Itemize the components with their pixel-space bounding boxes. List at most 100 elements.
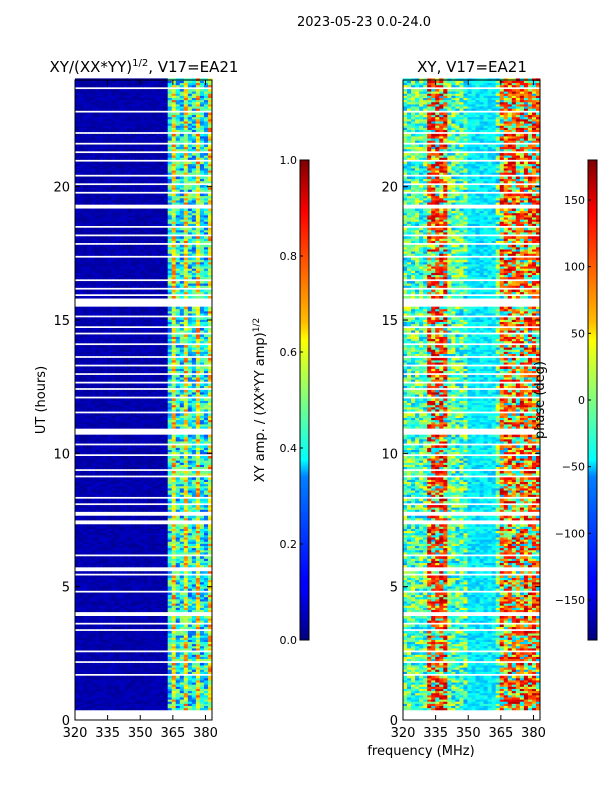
panel1-cell: [148, 471, 152, 474]
panel1-cell: [168, 593, 172, 596]
panel1-cell: [131, 435, 135, 438]
panel1-cell: [99, 524, 103, 527]
panel1-cell: [91, 435, 95, 438]
panel1-cell: [196, 366, 200, 369]
panel1-cell: [87, 375, 91, 378]
panel1-cell: [200, 383, 204, 386]
panel1-cell: [160, 383, 164, 386]
panel1-cell: [131, 631, 135, 634]
panel1-cell: [152, 366, 156, 369]
panel1-cell: [172, 499, 176, 502]
panel1-cell: [152, 575, 156, 578]
panel1-cell: [152, 435, 156, 438]
panel1-cell: [115, 571, 119, 574]
panel1-cell: [192, 556, 196, 559]
panel1-cell: [184, 556, 188, 559]
panel1-cell: [75, 571, 79, 574]
panel1-cell: [204, 398, 208, 401]
panel1-cell: [75, 328, 79, 331]
panel1-cell: [164, 663, 168, 666]
panel1-cell: [196, 435, 200, 438]
panel1-cell: [204, 445, 208, 448]
panel1-cell: [156, 631, 160, 634]
panel1-cell: [196, 631, 200, 634]
panel1-cell: [200, 556, 204, 559]
panel1-cell: [176, 524, 180, 527]
panel1-cell: [135, 516, 139, 519]
panel1-cell: [180, 471, 184, 474]
panel1-cell: [172, 435, 176, 438]
panel1-cell: [127, 366, 131, 369]
panel1-cell: [123, 456, 127, 459]
panel1-cell: [79, 663, 83, 666]
panel1-cell: [83, 477, 87, 480]
panel1-cell: [91, 383, 95, 386]
panel1-cell: [111, 663, 115, 666]
panel1-cell: [184, 516, 188, 519]
panel1-cell: [156, 398, 160, 401]
panel1-cell: [87, 505, 91, 508]
panel1-cell: [99, 390, 103, 393]
panel1-cell: [83, 375, 87, 378]
panel1-cell: [196, 413, 200, 416]
panel1-cell: [135, 676, 139, 679]
panel1-cell: [135, 571, 139, 574]
panel1-cell: [87, 516, 91, 519]
panel1-cell: [79, 516, 83, 519]
panel1-cell: [144, 435, 148, 438]
panel1-cell: [87, 345, 91, 348]
panel1-cell: [95, 477, 99, 480]
panel1-cell: [139, 358, 143, 361]
panel1-cell: [135, 390, 139, 393]
panel1-cell: [139, 471, 143, 474]
panel1-cell: [87, 477, 91, 480]
panel1-cell: [115, 652, 119, 655]
panel1-cell: [180, 390, 184, 393]
panel1-cell: [99, 445, 103, 448]
panel1-cell: [180, 676, 184, 679]
panel1-cell: [91, 631, 95, 634]
panel1-cell: [75, 516, 79, 519]
panel1-cell: [200, 398, 204, 401]
panel1-cell: [172, 663, 176, 666]
panel1-cell: [139, 575, 143, 578]
panel1-cell: [111, 477, 115, 480]
panel1-cell: [184, 571, 188, 574]
panel1-cell: [156, 625, 160, 628]
panel1-cell: [164, 524, 168, 527]
panel1-cell: [83, 663, 87, 666]
panel1-cell: [148, 616, 152, 619]
panel1-cell: [123, 445, 127, 448]
panel1-cell: [119, 556, 123, 559]
panel1-cell: [127, 456, 131, 459]
panel1-cell: [103, 413, 107, 416]
panel1-cell: [160, 456, 164, 459]
panel1-cell: [139, 631, 143, 634]
panel1-cell: [196, 358, 200, 361]
panel1-cell: [168, 345, 172, 348]
panel1-cell: [180, 328, 184, 331]
panel1-cell: [103, 477, 107, 480]
panel1-cell: [184, 383, 188, 386]
panel1-cell: [115, 366, 119, 369]
panel1-cell: [99, 345, 103, 348]
panel1-cell: [103, 631, 107, 634]
panel1-cell: [115, 524, 119, 527]
panel1-cell: [204, 390, 208, 393]
panel1-cell: [160, 593, 164, 596]
panel1-cell: [172, 505, 176, 508]
panel1-cell: [204, 358, 208, 361]
panel1-cell: [103, 556, 107, 559]
panel1-cell: [188, 398, 192, 401]
panel1-cell: [119, 593, 123, 596]
panel1-cell: [144, 663, 148, 666]
panel1-cell: [200, 593, 204, 596]
panel1-cell: [91, 445, 95, 448]
panel1-cell: [135, 575, 139, 578]
panel1-cell: [160, 328, 164, 331]
panel1-cell: [176, 477, 180, 480]
panel1-cell: [119, 616, 123, 619]
panel1-cell: [152, 328, 156, 331]
panel1-cell: [115, 616, 119, 619]
panel1-cell: [204, 334, 208, 337]
